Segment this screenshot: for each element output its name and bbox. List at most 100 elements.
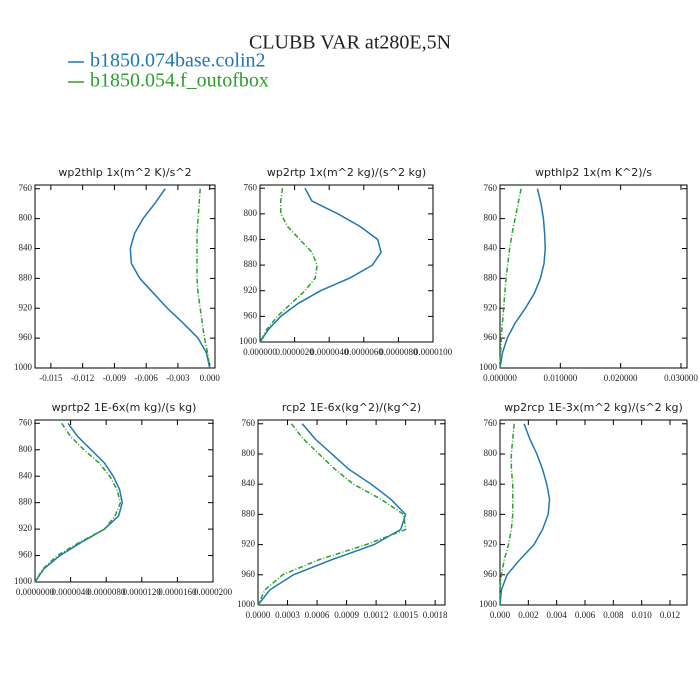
x-tick-label: -0.009	[103, 373, 127, 383]
x-tick-label: 0.010000	[543, 373, 577, 383]
x-tick-label: 0.002	[518, 610, 538, 620]
figure-title: CLUBB VAR at280E,5N	[249, 32, 451, 54]
x-tick-label: 0.0000020	[275, 347, 314, 357]
profile-line	[34, 422, 123, 583]
y-tick-label: 1000	[239, 336, 258, 346]
x-tick-label: 0.0012	[364, 610, 389, 620]
profile-line	[499, 188, 546, 369]
plot-title: wprtp2 1E-6x(m kg)/(s kg)	[52, 401, 197, 414]
profile-line	[129, 188, 211, 369]
y-tick-label: 960	[484, 332, 498, 342]
plot-title: wpthlp2 1x(m K^2)/s	[535, 166, 652, 179]
y-tick-label: 800	[484, 448, 498, 458]
x-tick-label: -0.012	[71, 373, 94, 383]
y-tick-label: 760	[484, 418, 498, 428]
x-tick-label: 0.006	[575, 610, 596, 620]
y-tick-label: 920	[19, 302, 33, 312]
y-tick-label: 760	[244, 182, 258, 192]
y-tick-label: 840	[242, 478, 256, 488]
x-tick-label: 0.0000060	[345, 347, 384, 357]
y-tick-label: 920	[19, 523, 33, 533]
plot-title: wp2thlp 1x(m^2 K)/s^2	[58, 166, 191, 179]
x-tick-label: 0.0000160	[158, 587, 197, 597]
y-tick-label: 1000	[479, 599, 498, 609]
y-tick-label: 760	[242, 418, 256, 428]
x-tick-label: 0.0018	[423, 610, 448, 620]
y-tick-label: 880	[242, 508, 256, 518]
y-tick-label: 1000	[14, 362, 33, 372]
y-tick-label: 960	[484, 569, 498, 579]
y-tick-label: 840	[19, 243, 33, 253]
profile-line	[34, 422, 122, 583]
x-tick-label: 0.0000080	[379, 347, 418, 357]
y-tick-label: 880	[19, 272, 33, 282]
y-tick-label: 760	[19, 183, 33, 193]
y-tick-label: 760	[484, 183, 498, 193]
y-tick-label: 920	[244, 285, 258, 295]
x-tick-label: 0.020000	[604, 373, 638, 383]
y-tick-label: 840	[484, 243, 498, 253]
y-tick-label: 1000	[237, 599, 256, 609]
x-tick-label: 0.0006	[305, 610, 330, 620]
x-tick-label: 0.0000	[246, 610, 271, 620]
x-tick-label: 0.0015	[393, 610, 418, 620]
x-tick-label: 0.0000000	[16, 587, 55, 597]
x-tick-label: 0.0000040	[51, 587, 90, 597]
profile-line	[257, 423, 407, 606]
y-tick-label: 800	[484, 213, 498, 223]
y-tick-label: 1000	[479, 362, 498, 372]
y-tick-label: 760	[19, 417, 33, 427]
plot-title: rcp2 1E-6x(kg^2)/(kg^2)	[282, 401, 421, 414]
y-tick-label: 960	[19, 550, 33, 560]
x-tick-label: 0.012	[660, 610, 680, 620]
y-tick-label: 1000	[14, 576, 33, 586]
x-tick-label: 0.030000	[664, 373, 698, 383]
y-tick-label: 960	[244, 310, 258, 320]
y-tick-label: 880	[484, 508, 498, 518]
x-tick-label: 0.0000120	[123, 587, 162, 597]
y-tick-label: 960	[242, 569, 256, 579]
plot-frame	[34, 419, 214, 583]
x-tick-label: 0.000000	[243, 347, 277, 357]
plot-frame	[34, 184, 216, 369]
y-tick-label: 840	[484, 478, 498, 488]
y-tick-label: 920	[242, 539, 256, 549]
plot-title: wp2rtp 1x(m^2 kg)/(s^2 kg)	[267, 166, 426, 179]
y-tick-label: 800	[19, 213, 33, 223]
y-tick-label: 800	[244, 208, 258, 218]
x-tick-label: 0.0003	[275, 610, 300, 620]
y-tick-label: 880	[484, 272, 498, 282]
profile-line	[259, 188, 318, 343]
y-tick-label: 920	[484, 539, 498, 549]
x-tick-label: 0.008	[603, 610, 624, 620]
x-tick-label: 0.0009	[334, 610, 359, 620]
profile-line	[257, 423, 407, 606]
x-tick-label: -0.003	[166, 373, 190, 383]
plot-frame	[257, 419, 446, 606]
x-tick-label: 0.0000200	[194, 587, 233, 597]
x-tick-label: 0.000	[200, 373, 221, 383]
y-tick-label: 920	[484, 302, 498, 312]
x-tick-label: 0.000000	[483, 373, 517, 383]
y-tick-label: 960	[19, 332, 33, 342]
profile-line	[499, 423, 551, 606]
x-tick-label: -0.006	[135, 373, 159, 383]
y-tick-label: 880	[19, 497, 33, 507]
profile-line	[499, 423, 515, 605]
legend-label: b1850.054.f_outofbox	[90, 70, 269, 92]
plot-frame	[499, 184, 688, 369]
x-tick-label: 0.0000100	[414, 347, 453, 357]
x-tick-label: 0.000	[490, 610, 511, 620]
profile-line	[499, 188, 522, 369]
x-tick-label: 0.0000080	[87, 587, 126, 597]
y-tick-label: 840	[244, 234, 258, 244]
y-tick-label: 880	[244, 259, 258, 269]
plot-title: wp2rcp 1E-3x(m^2 kg)/(s^2 kg)	[504, 401, 683, 414]
legend-label: b1850.074base.colin2	[90, 50, 266, 72]
x-tick-label: 0.010	[632, 610, 653, 620]
y-tick-label: 800	[19, 444, 33, 454]
y-tick-label: 800	[242, 448, 256, 458]
profile-line	[259, 187, 382, 343]
x-tick-label: -0.015	[39, 373, 63, 383]
